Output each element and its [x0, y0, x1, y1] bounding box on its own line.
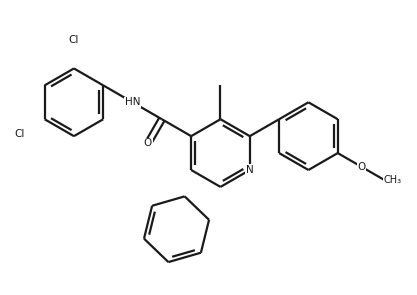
- Text: CH₃: CH₃: [384, 175, 402, 185]
- Text: O: O: [358, 162, 366, 172]
- Text: O: O: [144, 138, 152, 148]
- Text: N: N: [246, 165, 254, 175]
- Text: Cl: Cl: [69, 35, 79, 45]
- Text: Cl: Cl: [15, 129, 25, 139]
- Text: HN: HN: [125, 97, 140, 107]
